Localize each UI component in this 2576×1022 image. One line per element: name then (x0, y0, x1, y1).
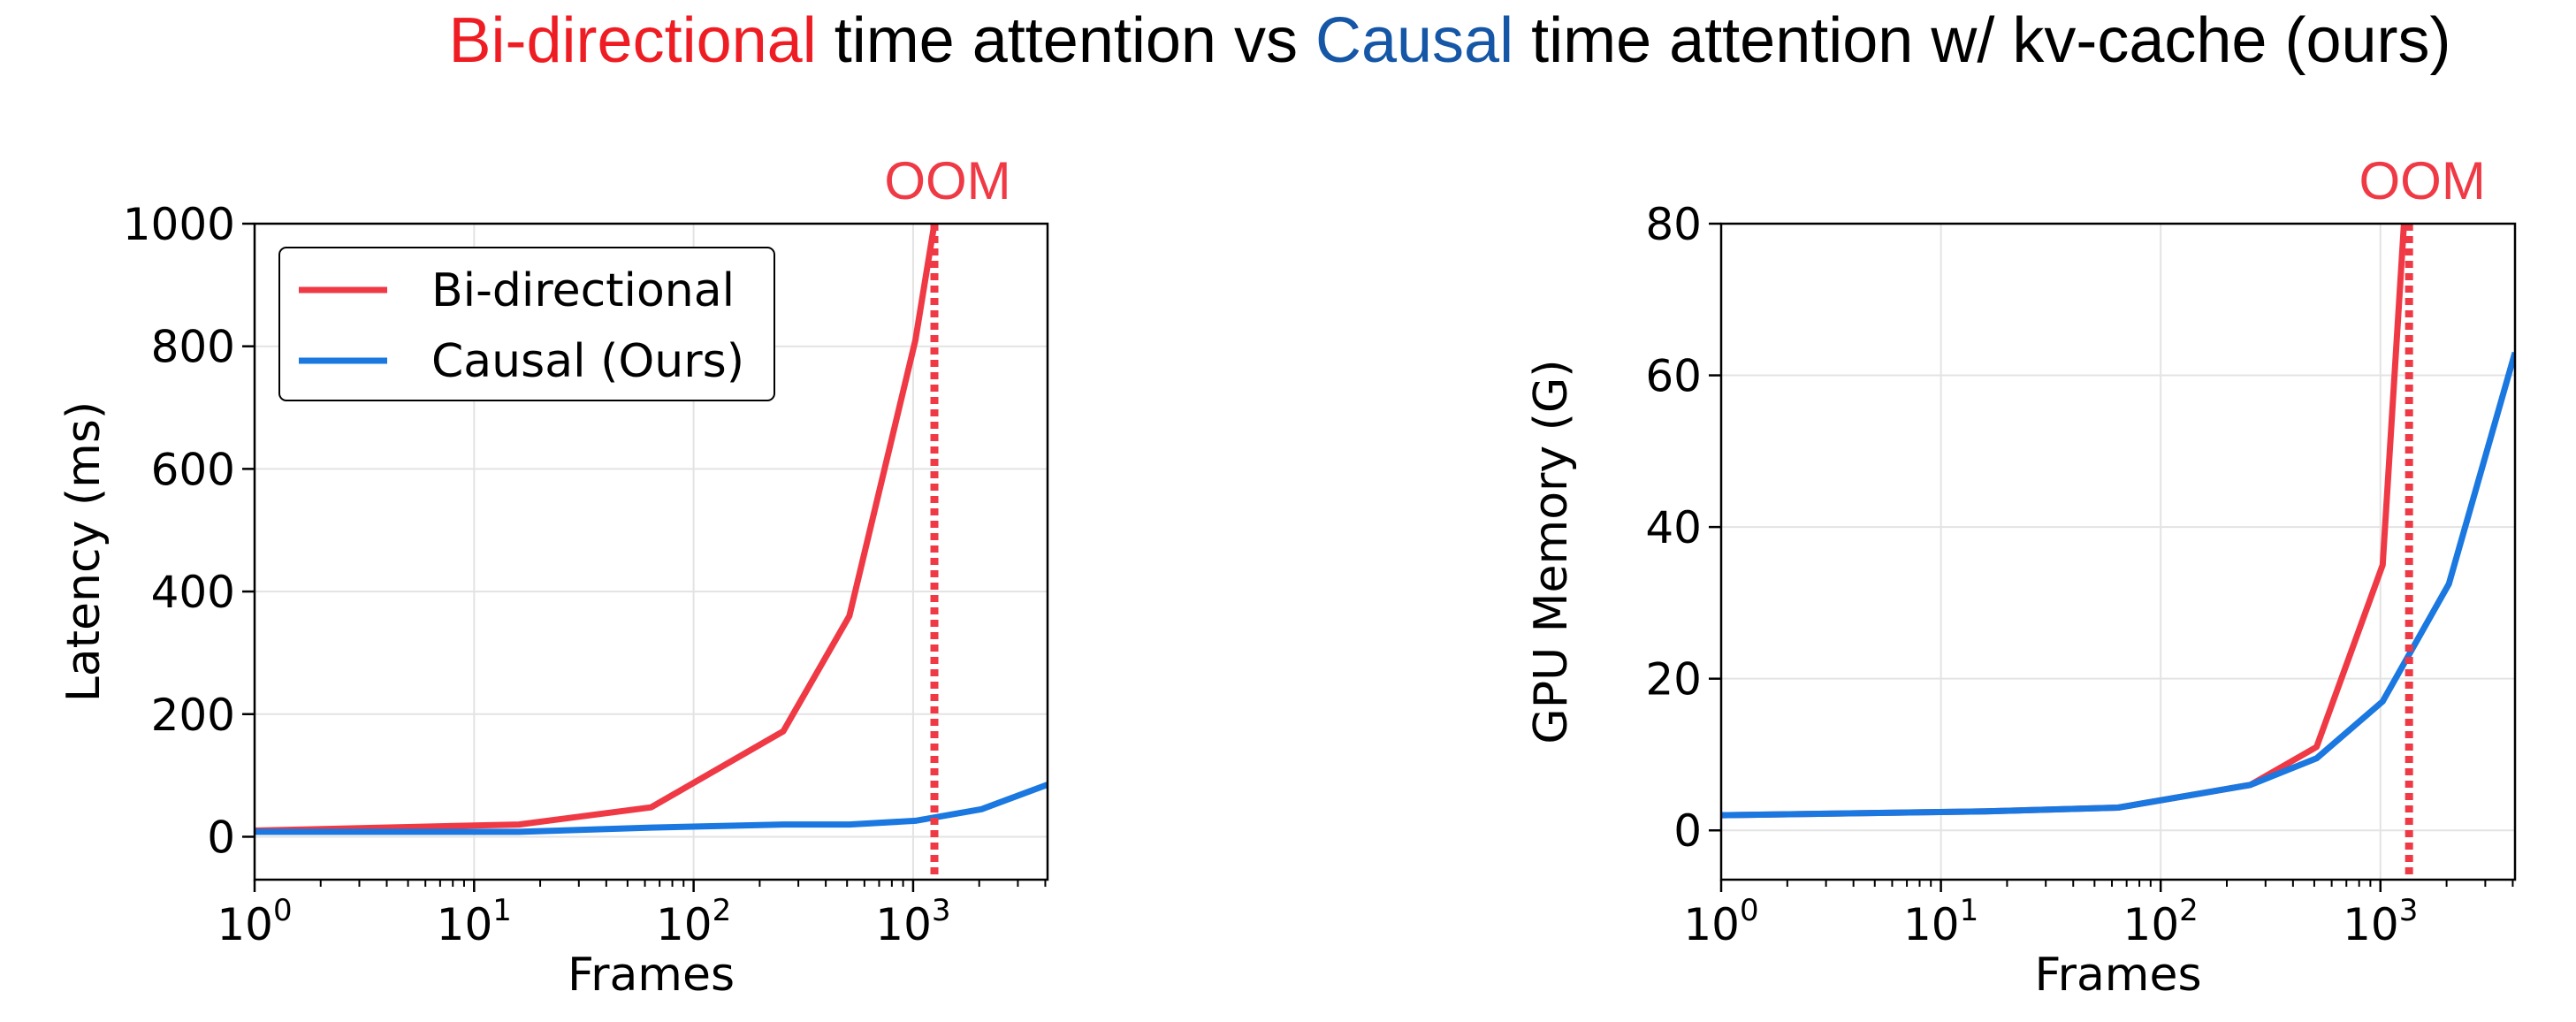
x-tick-label: 102 (2123, 893, 2199, 950)
title-part-0: Bi-directional (449, 5, 817, 76)
y-tick-label: 20 (1645, 654, 1702, 705)
latency-chart: OOM 100 101 102 103 0 200 400 600 800 1000 Frames La… (57, 151, 1049, 1002)
series-line-causal-ours (1721, 351, 2515, 819)
y-tick-label: 800 (151, 322, 235, 373)
title-part-3: time attention w/ kv-cache (ours) (1513, 5, 2450, 76)
x-tick-label: 101 (437, 893, 512, 950)
gpu-memory-chart: OOM 100 101 102 103 0 20 40 60 80 Frames GPU Memory… (1525, 151, 2517, 1002)
y-tick-label: 200 (151, 690, 235, 741)
legend: Bi-directional Causal (Ours) (278, 247, 775, 401)
y-tick-label: 80 (1645, 199, 1702, 250)
series-line-bi-directional (255, 224, 938, 834)
series-line-bi-directional (1721, 224, 2407, 819)
y-tick-label: 400 (151, 567, 235, 618)
legend-box (278, 247, 775, 401)
y-tick-label: 0 (1673, 805, 1702, 857)
x-tick-label: 101 (1903, 893, 1978, 950)
x-tick-label: 100 (1683, 893, 1758, 950)
title-part-2: Causal (1315, 5, 1513, 76)
x-tick-label: 102 (656, 893, 731, 950)
plot-frame (1719, 222, 2517, 881)
x-tick-label: 100 (217, 893, 292, 950)
title-part-1: time attention vs (817, 5, 1315, 76)
figure-title: Bi-directional time attention vs Causal … (449, 5, 2451, 76)
legend-label: Bi-directional (431, 264, 735, 317)
plot-frame (253, 222, 1049, 881)
x-axis-label: Frames (2034, 949, 2201, 1002)
y-tick-label: 40 (1645, 502, 1702, 553)
y-tick-label: 60 (1645, 351, 1702, 402)
oom-label: OOM (884, 151, 1010, 210)
x-axis-label: Frames (568, 949, 735, 1002)
series-group (1721, 224, 2515, 819)
y-tick-label: 0 (207, 812, 235, 863)
x-tick-label: 103 (875, 893, 950, 950)
series-group (255, 224, 1048, 835)
series-line-causal-ours (255, 782, 1048, 835)
x-tick-label: 103 (2343, 893, 2418, 950)
y-tick-label: 1000 (123, 199, 235, 250)
y-tick-label: 600 (151, 444, 235, 495)
oom-label: OOM (2359, 151, 2486, 210)
legend-label: Causal (Ours) (431, 335, 744, 388)
y-axis-label: Latency (ms) (57, 401, 111, 702)
y-axis-label: GPU Memory (G) (1525, 359, 1578, 744)
